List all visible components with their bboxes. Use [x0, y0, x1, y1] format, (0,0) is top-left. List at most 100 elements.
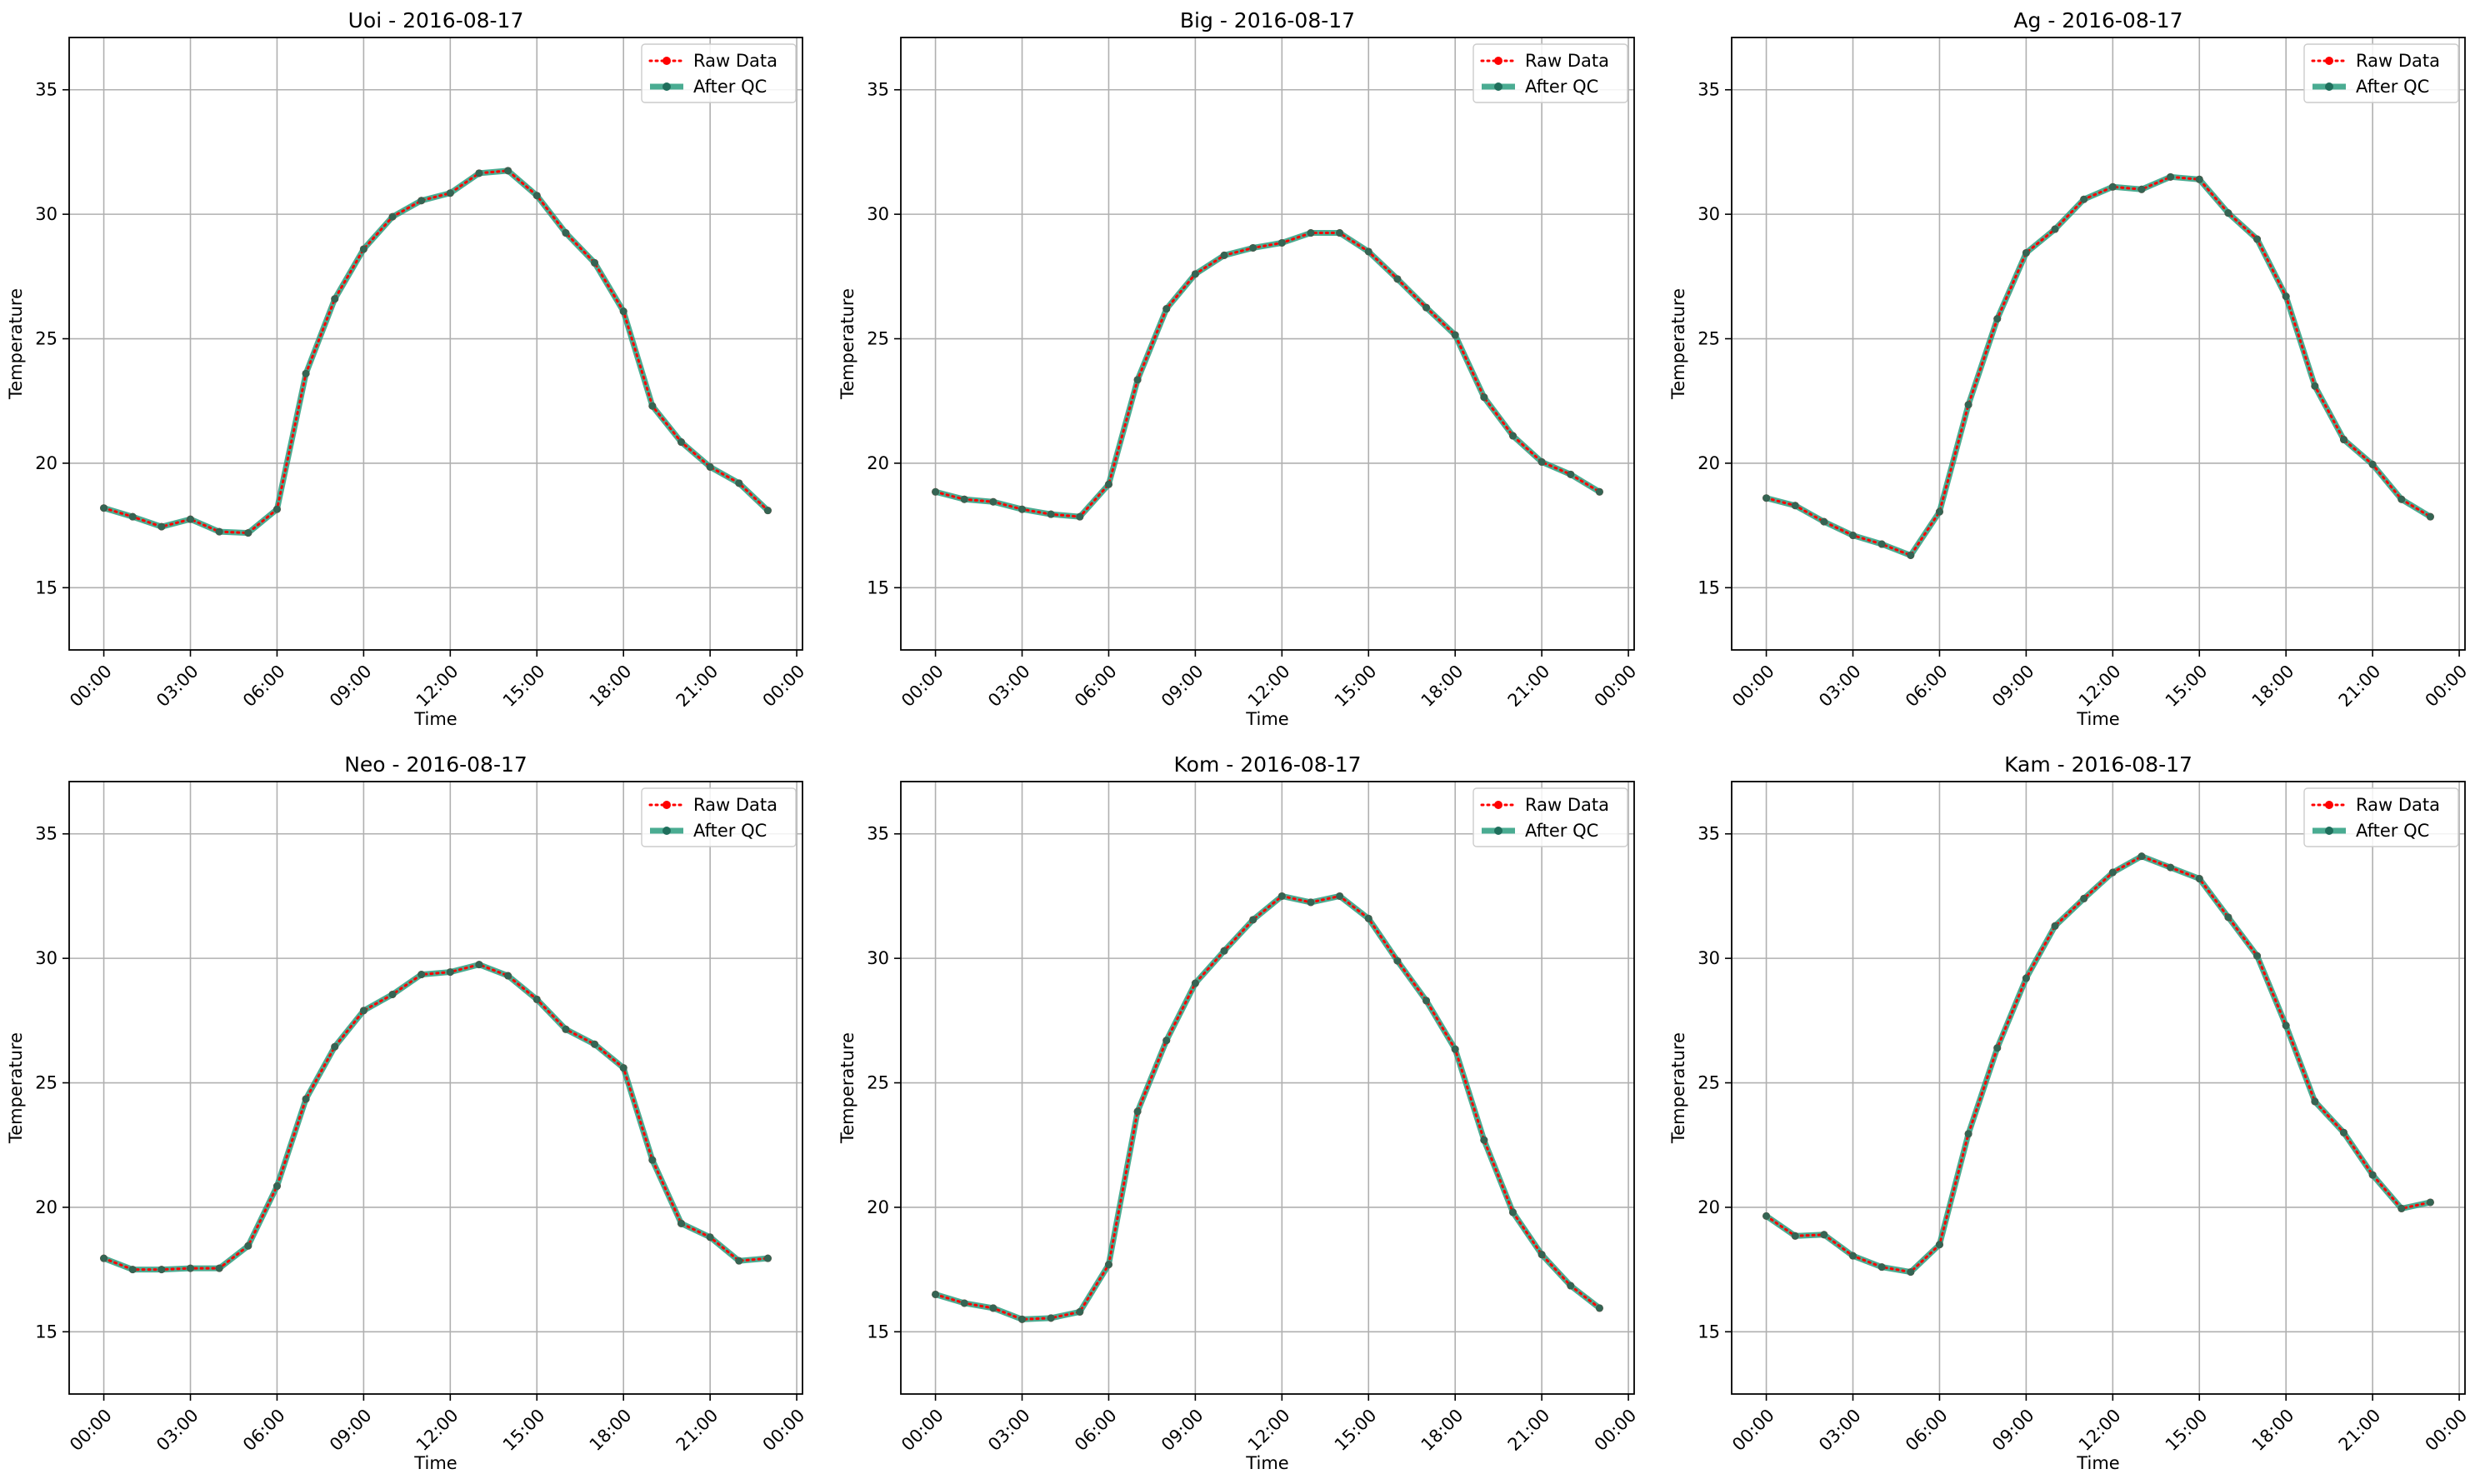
- x-tick-label: 03:00: [984, 1405, 1034, 1455]
- y-tick-label: 25: [867, 329, 889, 349]
- after-qc-point: [2224, 209, 2232, 217]
- axes-frame: [1731, 37, 2466, 651]
- y-axis-label: Temperature: [6, 1032, 26, 1144]
- legend-after-qc-marker: [1494, 82, 1502, 91]
- after-qc-point: [1791, 502, 1799, 510]
- x-tick-label: 00:00: [759, 1405, 809, 1455]
- after-qc-point: [1393, 275, 1402, 283]
- after-qc-point: [1964, 401, 1972, 409]
- x-tick-label: 00:00: [2422, 1405, 2472, 1455]
- after-qc-point: [763, 1254, 772, 1262]
- after-qc-point: [1595, 1304, 1603, 1312]
- after-qc-point: [1451, 331, 1459, 339]
- after-qc-point: [591, 1040, 599, 1048]
- after-qc-point: [960, 495, 968, 503]
- axes-frame: [900, 37, 1635, 651]
- y-tick-label: 15: [1698, 1322, 1720, 1342]
- chart-title: Ag - 2016-08-17: [2013, 8, 2182, 32]
- y-tick-label: 20: [35, 453, 58, 473]
- y-tick-label: 15: [1698, 577, 1720, 597]
- y-tick-label: 30: [35, 204, 58, 224]
- after-qc-point: [1133, 1107, 1142, 1116]
- after-qc-point: [272, 1182, 281, 1191]
- legend: Raw Data After QC: [641, 787, 797, 847]
- subplot-4: 00:00 03:00 06:00 09:00 12:00 15:00 18:00 21:00…: [6, 752, 808, 1473]
- x-tick-label: 12:00: [2075, 661, 2125, 711]
- after-qc-point: [1993, 315, 2002, 323]
- y-tick-label: 30: [867, 204, 889, 224]
- series-line-raw-data: [102, 169, 769, 535]
- x-tick-label: 06:00: [1902, 1405, 1952, 1455]
- series-line-raw-data: [1765, 175, 2432, 557]
- after-qc-point: [158, 1266, 166, 1274]
- x-tick-label: 18:00: [1418, 661, 1468, 711]
- after-qc-point: [648, 1156, 657, 1164]
- subplot-5: 00:00 03:00 06:00 09:00 12:00 15:00 18:00 21:00…: [838, 752, 1640, 1473]
- axes-frame: [68, 37, 803, 651]
- after-qc-point: [1480, 1136, 1488, 1144]
- legend-label-after-qc: After QC: [693, 821, 767, 841]
- after-qc-point: [2426, 1198, 2434, 1207]
- x-tick-label: 18:00: [2248, 1405, 2298, 1455]
- after-qc-point: [272, 505, 281, 513]
- x-tick-label: 18:00: [586, 1405, 636, 1455]
- legend-raw-data-marker: [662, 801, 671, 809]
- y-tick-label: 30: [1698, 948, 1720, 968]
- x-axis-label: Time: [2076, 1453, 2119, 1473]
- y-axis-label: Temperature: [1668, 1032, 1688, 1144]
- legend: Raw Data After QC: [1472, 787, 1628, 847]
- legend-label-after-qc: After QC: [2356, 77, 2429, 97]
- legend-label-after-qc: After QC: [2356, 821, 2429, 841]
- after-qc-point: [989, 1304, 998, 1312]
- after-qc-point: [2167, 863, 2175, 872]
- after-qc-point: [2311, 1097, 2319, 1106]
- after-qc-point: [215, 527, 223, 536]
- after-qc-point: [100, 504, 108, 512]
- x-tick-label: 12:00: [2075, 1405, 2125, 1455]
- after-qc-point: [2167, 172, 2175, 181]
- series-line-raw-data: [934, 894, 1601, 1321]
- x-tick-label: 15:00: [499, 1405, 549, 1455]
- series-line-after-qc: [1765, 173, 2432, 558]
- x-tick-label: 15:00: [499, 661, 549, 711]
- y-tick-label: 20: [867, 1197, 889, 1217]
- legend-raw-data-marker: [1494, 801, 1502, 809]
- x-tick-label: 03:00: [984, 661, 1034, 711]
- x-tick-label: 06:00: [239, 661, 289, 711]
- after-qc-point: [1047, 510, 1055, 518]
- after-qc-point: [1220, 251, 1228, 259]
- after-qc-point: [1422, 997, 1431, 1005]
- x-axis-label: Time: [1245, 709, 1288, 729]
- after-qc-point: [1307, 898, 1315, 907]
- legend-label-raw-data: Raw Data: [1525, 795, 1609, 815]
- after-qc-point: [418, 197, 426, 205]
- y-tick-label: 15: [867, 1322, 889, 1342]
- after-qc-point: [1336, 229, 1344, 237]
- x-tick-label: 09:00: [1988, 1405, 2038, 1455]
- x-tick-label: 21:00: [672, 661, 722, 711]
- after-qc-point: [446, 968, 454, 977]
- y-tick-label: 35: [867, 80, 889, 100]
- y-axis-label: Temperature: [838, 1032, 858, 1144]
- legend-after-qc-marker: [662, 827, 671, 835]
- after-qc-point: [648, 402, 657, 410]
- x-tick-label: 18:00: [586, 661, 636, 711]
- x-tick-label: 00:00: [66, 661, 116, 711]
- after-qc-point: [2311, 382, 2319, 390]
- after-qc-point: [2195, 175, 2203, 183]
- x-tick-label: 00:00: [1591, 1405, 1641, 1455]
- after-qc-point: [1508, 432, 1517, 440]
- after-qc-point: [532, 995, 541, 1003]
- legend-after-qc-marker: [2325, 827, 2333, 835]
- series-line-after-qc: [102, 962, 768, 1273]
- chart-title: Kam - 2016-08-17: [2004, 752, 2192, 777]
- y-tick-label: 25: [35, 1073, 58, 1093]
- x-tick-label: 21:00: [2335, 661, 2385, 711]
- legend: Raw Data After QC: [1472, 43, 1628, 103]
- after-qc-point: [2224, 913, 2232, 922]
- x-tick-label: 15:00: [2162, 1405, 2212, 1455]
- series-line-after-qc: [934, 230, 1602, 520]
- after-qc-point: [388, 990, 397, 998]
- x-tick-label: 15:00: [2162, 661, 2212, 711]
- after-qc-point: [1993, 1044, 2002, 1052]
